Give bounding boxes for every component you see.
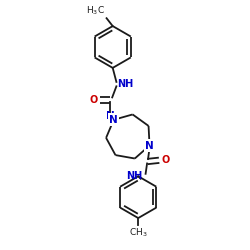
Text: H$_3$C: H$_3$C xyxy=(86,4,105,17)
Text: O: O xyxy=(162,155,170,165)
Text: CH$_3$: CH$_3$ xyxy=(129,227,148,239)
Text: NH: NH xyxy=(118,79,134,89)
Text: N: N xyxy=(109,115,118,125)
Text: NH: NH xyxy=(126,171,143,181)
Text: N: N xyxy=(106,111,114,121)
Text: N: N xyxy=(145,140,154,150)
Text: O: O xyxy=(90,95,98,105)
